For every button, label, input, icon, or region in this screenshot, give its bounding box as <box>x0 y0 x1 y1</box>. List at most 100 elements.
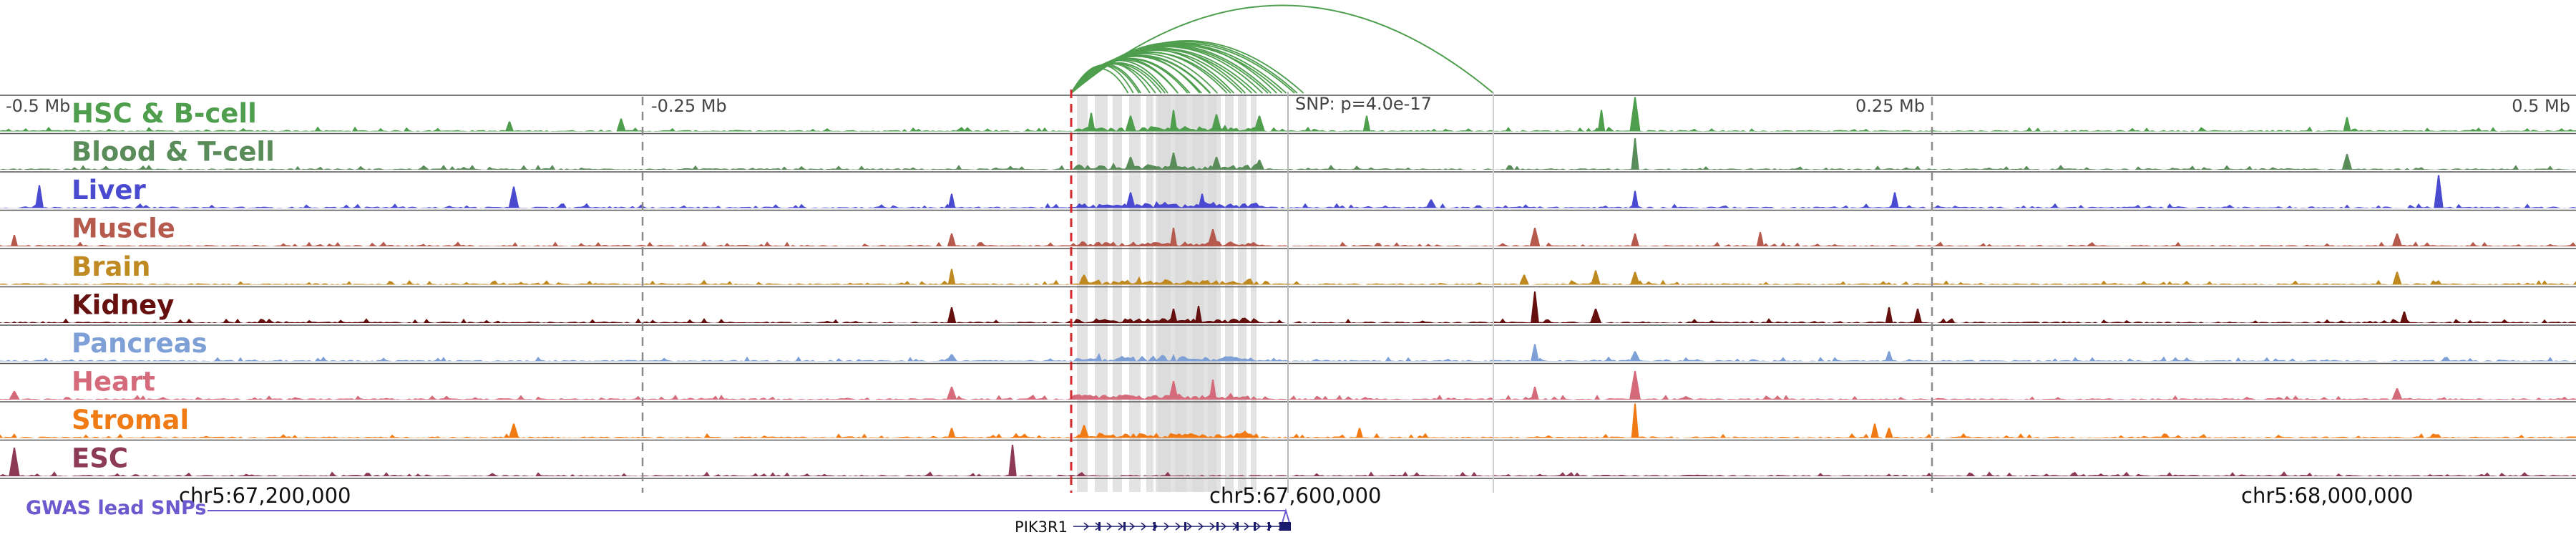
distance-markers <box>641 90 1933 493</box>
axis-label-right-mid: 0.25 Mb <box>1855 96 1925 116</box>
track-label-muscle: Muscle <box>72 213 175 244</box>
interaction-arc <box>1070 40 1304 94</box>
track-peak <box>1519 274 1529 285</box>
interaction-arcs <box>1070 4 1494 94</box>
track-peak <box>1169 228 1178 246</box>
track-peak <box>1125 157 1136 170</box>
track-label-kidney: Kidney <box>72 290 174 321</box>
track-label-heart: Heart <box>72 367 155 397</box>
track-peak <box>1362 115 1371 132</box>
coordinate-axis: chr5:67,200,000 chr5:67,600,000 chr5:68,… <box>179 483 2414 508</box>
axis-label-snp: SNP: p=4.0e-17 <box>1295 94 1432 114</box>
gene-strand-arrow <box>1198 522 1204 531</box>
track-peak <box>946 354 957 362</box>
track-peak <box>1629 351 1641 362</box>
track-peak <box>2400 312 2409 323</box>
highlight-region <box>1146 95 1153 492</box>
highlight-region <box>1113 95 1122 492</box>
track-peak <box>1254 160 1265 170</box>
gene-strand-arrow <box>1163 522 1170 531</box>
gene-strand-arrow <box>1221 522 1227 531</box>
track-peak <box>616 118 626 132</box>
track-signal <box>0 162 2576 170</box>
track-signal <box>0 471 2576 476</box>
track-signal <box>0 317 2576 323</box>
gene-strand-arrow <box>1129 522 1136 531</box>
track-label-pancreas: Pancreas <box>72 328 208 359</box>
track-peak <box>1209 380 1217 400</box>
track-peak <box>9 448 20 476</box>
highlight-region <box>1156 95 1216 492</box>
interaction-arc-long <box>1070 4 1494 94</box>
gwas-track: GWAS lead SNPs <box>26 497 1290 524</box>
track-peak <box>10 235 19 246</box>
track-peak <box>947 269 956 285</box>
axis-label-left-mid: -0.25 Mb <box>651 96 727 116</box>
gene-exon <box>1216 522 1219 531</box>
track-peak <box>1008 445 1017 476</box>
track-peak <box>1631 233 1639 246</box>
track-peak <box>1756 232 1765 246</box>
track-peak <box>947 307 957 323</box>
gene-strand-arrow <box>1083 522 1090 531</box>
track-peak <box>34 185 44 208</box>
track-peak <box>947 233 957 246</box>
track-peak <box>1078 425 1090 438</box>
track-peak <box>947 428 956 438</box>
track-peak <box>1629 371 1641 400</box>
track-peak <box>1531 344 1539 362</box>
gene-strand-arrow <box>1118 522 1124 531</box>
gene-exon <box>1184 522 1186 531</box>
coordinate-right: chr5:68,000,000 <box>2241 483 2414 508</box>
track-peak <box>1885 307 1893 323</box>
track-peak <box>1169 309 1178 323</box>
track-peak <box>2391 388 2403 400</box>
track-peak <box>1630 271 1640 285</box>
track-peak <box>1870 423 1879 438</box>
gene-track: PIK3R1 <box>1015 519 1291 536</box>
highlight-regions <box>1077 95 1257 492</box>
track-peak <box>1531 291 1539 323</box>
track-label-stromal: Stromal <box>72 405 189 435</box>
highlight-region <box>1225 95 1234 492</box>
track-peak <box>1194 306 1203 323</box>
gene-strand-arrow <box>1255 522 1262 531</box>
track-peak <box>9 391 20 400</box>
track-peak <box>2434 175 2444 208</box>
track-peak <box>2392 271 2402 285</box>
track-peak <box>1126 192 1136 208</box>
track-signal <box>0 201 2576 208</box>
track-label-liver: Liver <box>72 175 146 206</box>
track-peak <box>1254 115 1265 132</box>
gene-exon <box>1236 522 1239 531</box>
track-label-esc: ESC <box>72 443 128 474</box>
track-peak <box>2343 117 2351 132</box>
track-peak <box>1590 309 1601 323</box>
track-label-brain: Brain <box>72 251 150 282</box>
gwas-snp-marker <box>1282 508 1290 524</box>
track-peak <box>1169 110 1178 132</box>
axis-label-right: 0.5 Mb <box>2512 96 2570 116</box>
track-peak <box>1355 428 1364 438</box>
highlight-region <box>1238 95 1246 492</box>
track-peak <box>1529 228 1541 246</box>
track-label-blood-t-cell: Blood & T-cell <box>72 137 275 168</box>
gwas-label: GWAS lead SNPs <box>26 497 206 519</box>
gene-exon <box>1268 522 1270 531</box>
gene-exon <box>1098 522 1101 531</box>
track-peak <box>2341 154 2353 170</box>
track-peak <box>946 387 957 400</box>
highlight-region <box>1251 95 1257 492</box>
track-peak <box>1531 387 1539 400</box>
track-peak <box>1211 157 1222 170</box>
track-peak <box>1198 193 1206 208</box>
track-peak <box>1207 229 1219 246</box>
gene-label: PIK3R1 <box>1015 519 1068 536</box>
track-peak <box>1425 199 1437 208</box>
track-peak <box>1890 192 1899 208</box>
track-peak <box>1631 403 1639 438</box>
track-label-hsc-b-cell: HSC & B-cell <box>72 98 257 129</box>
coordinate-left: chr5:67,200,000 <box>179 483 351 508</box>
gene-exon <box>1123 522 1126 531</box>
